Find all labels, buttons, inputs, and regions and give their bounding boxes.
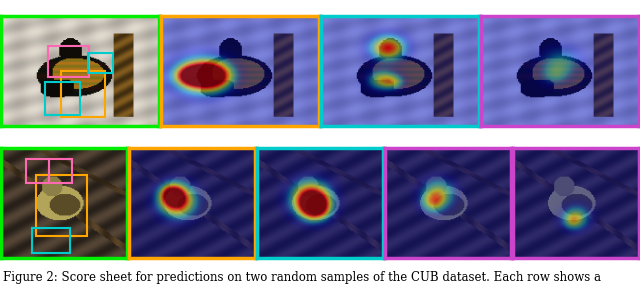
Text: Importance: 5.85,Proto: 95: Importance: 5.85,Proto: 95 <box>166 4 305 13</box>
Text: Importance: 0.68,Proto: 171: Importance: 0.68,Proto: 171 <box>486 4 631 13</box>
Bar <box>36 175 86 236</box>
Text: Importance: 4.84,Proto: 185: Importance: 4.84,Proto: 185 <box>260 136 406 145</box>
Text: Importance: 5.31,Proto: 101: Importance: 5.31,Proto: 101 <box>132 136 278 145</box>
Bar <box>26 159 49 183</box>
Text: Importance: 5.65,Proto: 37: Importance: 5.65,Proto: 37 <box>326 4 465 13</box>
Text: Importance: 2.47,Proto: 294: Importance: 2.47,Proto: 294 <box>388 136 534 145</box>
Text: Total score: 12.18 (100.00%): Total score: 12.18 (100.00%) <box>6 4 156 13</box>
Text: Figure 2: Score sheet for predictions on two random samples of the CUB dataset. : Figure 2: Score sheet for predictions on… <box>3 271 601 284</box>
Bar <box>61 71 106 117</box>
Bar <box>49 159 72 183</box>
Bar <box>45 82 80 115</box>
Bar <box>88 53 113 73</box>
Bar <box>49 46 90 77</box>
Text: Importance: 1.15,Proto: 271: Importance: 1.15,Proto: 271 <box>516 136 640 145</box>
Text: Total score: 14.44 (95.32%): Total score: 14.44 (95.32%) <box>4 136 150 145</box>
Bar <box>33 228 70 253</box>
